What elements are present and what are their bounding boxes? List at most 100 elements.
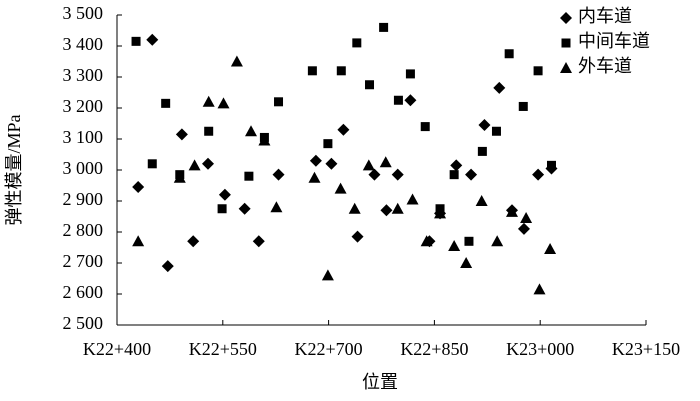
point [517, 222, 530, 235]
point [546, 160, 556, 170]
y-tick-label: 2 800 [63, 220, 104, 240]
point [365, 80, 375, 90]
y-tick-label: 2 600 [63, 282, 104, 302]
point [450, 159, 463, 172]
y-tick-label: 3 100 [63, 127, 104, 147]
point [520, 212, 533, 224]
point [132, 235, 145, 247]
point [465, 168, 478, 181]
point [217, 204, 227, 214]
point [201, 157, 214, 170]
y-tick-label: 3 000 [63, 158, 104, 178]
x-tick-label: K23+000 [506, 339, 574, 359]
point [146, 33, 159, 46]
point [238, 202, 251, 215]
point [380, 204, 393, 217]
y-tick-label: 3 400 [63, 34, 104, 54]
point [244, 171, 254, 181]
point [217, 97, 230, 109]
point [505, 205, 518, 217]
y-tick-label: 3 500 [63, 3, 104, 23]
point [147, 159, 157, 169]
point [391, 202, 404, 214]
point [352, 38, 362, 48]
point [532, 168, 545, 181]
point [544, 243, 557, 255]
point [449, 170, 459, 180]
point [533, 66, 543, 76]
point [464, 236, 474, 246]
y-tick-label: 2 700 [63, 251, 104, 271]
point [379, 156, 392, 168]
legend-marker [560, 62, 572, 73]
y-tick-label: 3 300 [63, 65, 104, 85]
point [270, 201, 283, 213]
point [309, 154, 322, 167]
x-tick-label: K22+700 [295, 339, 363, 359]
point [132, 181, 145, 194]
legend-label: 中间车道 [578, 31, 650, 51]
point [448, 239, 461, 251]
point [173, 171, 186, 183]
point [404, 94, 417, 107]
point [368, 168, 381, 181]
y-axis-title: 弹性模量/MPa [4, 114, 24, 225]
point [391, 168, 404, 181]
point [379, 22, 389, 32]
point [161, 260, 174, 273]
point [187, 235, 200, 248]
y-tick-label: 3 200 [63, 96, 104, 116]
point [362, 159, 375, 171]
point [406, 193, 419, 205]
point [475, 195, 488, 206]
point [491, 235, 504, 247]
y-tick-label: 2 900 [63, 189, 104, 209]
point [493, 81, 506, 94]
point [230, 55, 243, 67]
legend-marker [560, 12, 572, 24]
point [336, 66, 346, 76]
y-tick-label: 2 500 [63, 313, 104, 333]
point [258, 134, 271, 146]
x-tick-label: K23+150 [612, 339, 680, 359]
point [307, 66, 317, 76]
point [131, 36, 141, 46]
point [272, 168, 285, 181]
point [334, 182, 347, 194]
point [274, 97, 284, 107]
point [348, 202, 361, 214]
point [491, 126, 501, 136]
legend-marker [561, 38, 571, 48]
point [420, 122, 430, 132]
point [188, 159, 201, 171]
point [518, 101, 528, 111]
x-axis-title: 位置 [362, 372, 398, 392]
point [308, 171, 321, 183]
point [202, 95, 215, 107]
point [245, 125, 258, 137]
point [161, 98, 171, 108]
point [478, 119, 491, 132]
point [460, 257, 473, 268]
point [204, 126, 214, 136]
point [337, 123, 350, 136]
point [405, 69, 415, 79]
point [434, 207, 447, 219]
point [533, 283, 546, 295]
x-tick-label: K22+550 [189, 339, 257, 359]
point [218, 188, 231, 201]
point [252, 235, 265, 248]
point [477, 146, 487, 156]
point [504, 49, 514, 59]
point [175, 128, 188, 141]
point [321, 269, 334, 281]
point [323, 139, 333, 149]
point [325, 157, 338, 170]
x-tick-label: K22+850 [400, 339, 468, 359]
point [393, 95, 403, 105]
x-tick-label: K22+400 [83, 339, 151, 359]
legend-label: 内车道 [578, 6, 632, 26]
point [420, 235, 433, 247]
legend-label: 外车道 [578, 56, 632, 76]
